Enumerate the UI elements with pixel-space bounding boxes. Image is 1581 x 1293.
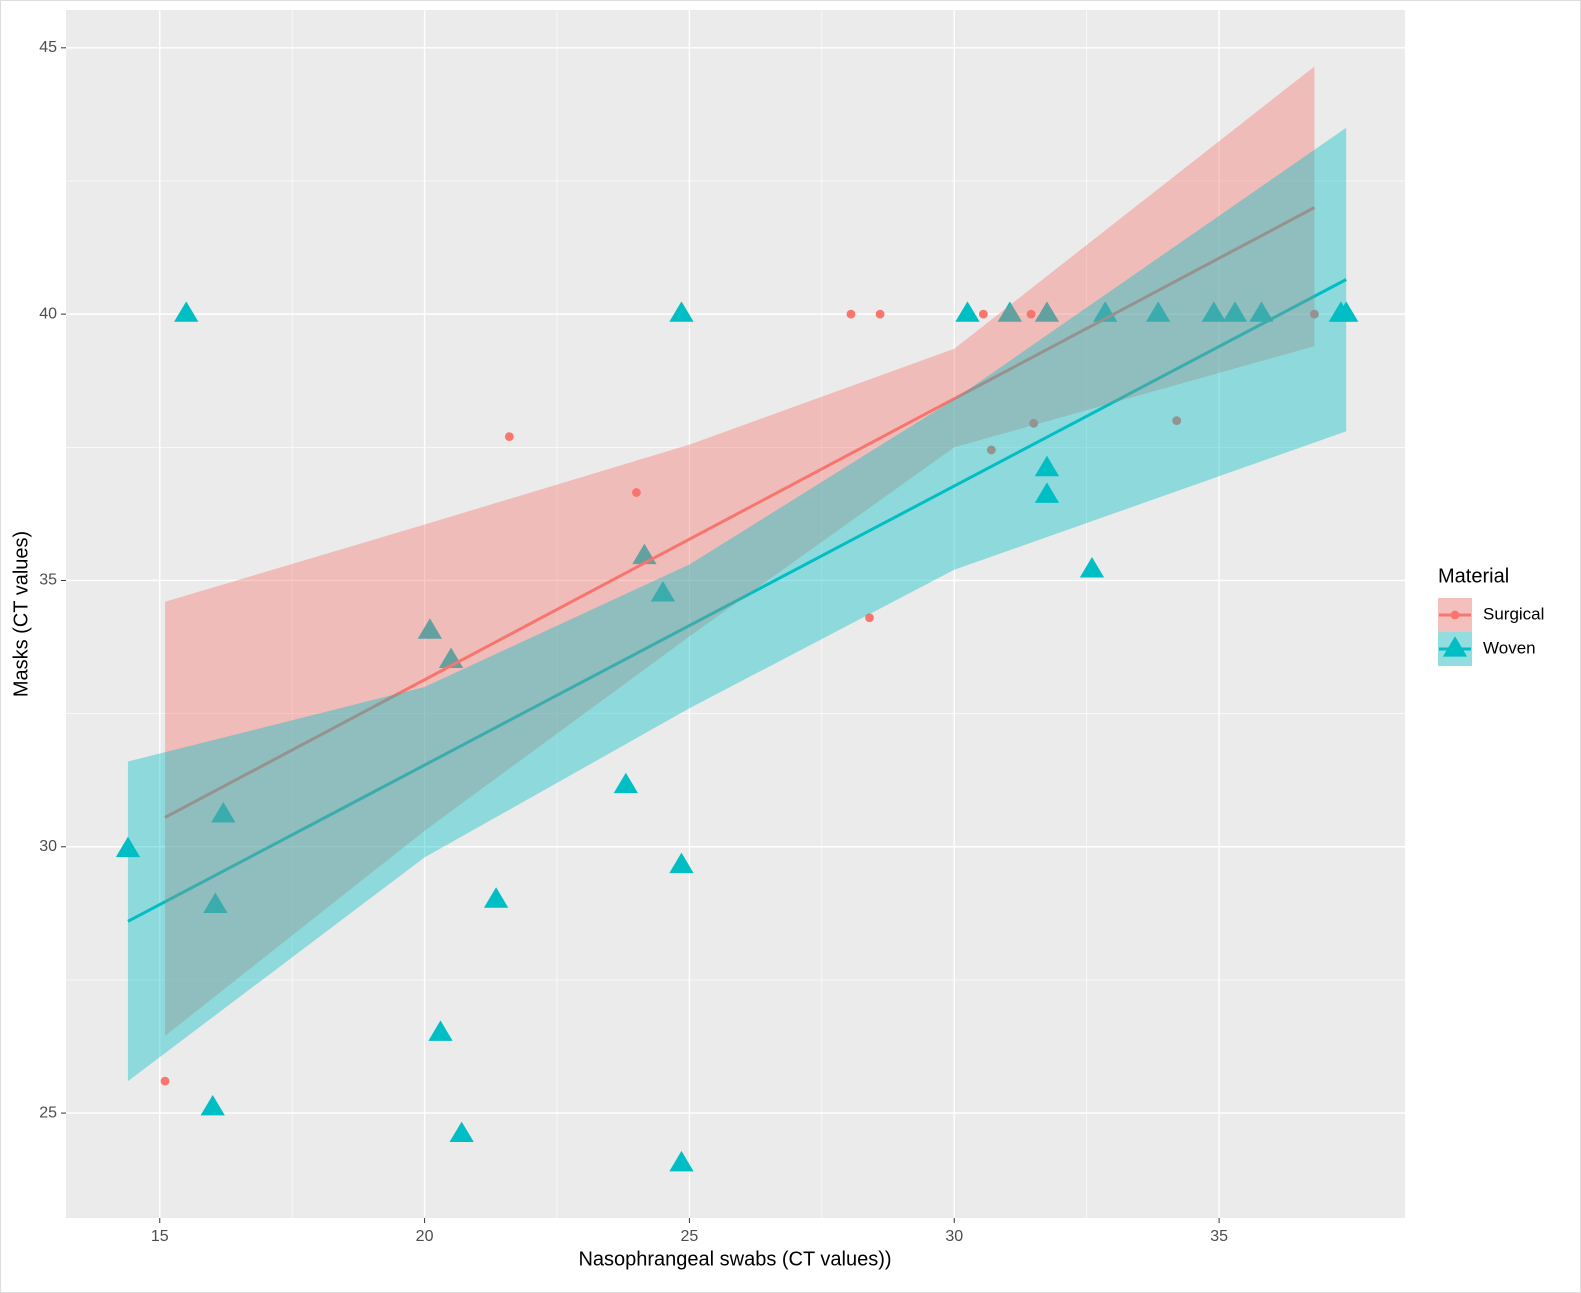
point (1442, 636, 1468, 657)
point (669, 1150, 694, 1172)
panel-background (66, 10, 1405, 1218)
x-tick-label: 25 (681, 1228, 699, 1245)
point (669, 852, 694, 874)
point (632, 488, 641, 497)
point (875, 309, 885, 319)
point (986, 445, 996, 455)
fit-line (164, 206, 1316, 819)
x-axis-title: Nasophrangeal swabs (CT values)) (578, 1248, 891, 1270)
point (1172, 416, 1182, 426)
confidence-band (165, 66, 1315, 1036)
point (1222, 301, 1248, 322)
fit-line (127, 278, 1347, 923)
point (613, 772, 639, 794)
y-tick-label: 45 (39, 39, 57, 56)
legend-title: Material (1438, 565, 1509, 587)
x-tick-label: 35 (1210, 1228, 1228, 1245)
point (203, 892, 228, 914)
point (1310, 309, 1319, 319)
point (1079, 556, 1105, 578)
point (160, 1076, 170, 1086)
legend-label: Surgical (1483, 604, 1544, 623)
y-axis-title: Masks (CT values) (10, 531, 32, 697)
x-tick-label: 30 (945, 1228, 963, 1245)
point (1034, 455, 1060, 477)
point (1249, 301, 1274, 322)
point (211, 802, 236, 823)
point (1026, 309, 1036, 319)
point (865, 613, 874, 623)
point (200, 1094, 225, 1116)
point (1034, 301, 1060, 322)
y-tick-label: 40 (39, 305, 57, 322)
x-tick-label: 15 (151, 1228, 169, 1245)
point (428, 1020, 453, 1041)
point (504, 432, 514, 442)
point (1034, 482, 1060, 503)
y-tick-label: 25 (39, 1104, 57, 1121)
confidence-band (127, 127, 1347, 1082)
point (417, 618, 443, 639)
point (1450, 610, 1460, 620)
point (650, 580, 676, 602)
point (449, 1121, 474, 1143)
plot-panel (66, 10, 1405, 1218)
point (174, 301, 199, 322)
point (1146, 301, 1171, 322)
legend-label: Woven (1483, 638, 1536, 657)
y-tick-label: 30 (39, 838, 57, 855)
x-tick-label: 20 (416, 1228, 434, 1245)
point (669, 301, 694, 322)
point (1029, 418, 1039, 428)
point (997, 301, 1023, 322)
point (1201, 301, 1226, 322)
point (846, 309, 856, 319)
y-tick-label: 35 (39, 572, 57, 589)
point (955, 301, 980, 322)
point (978, 309, 988, 319)
point (1334, 301, 1359, 322)
point (115, 836, 141, 858)
point (483, 887, 509, 908)
